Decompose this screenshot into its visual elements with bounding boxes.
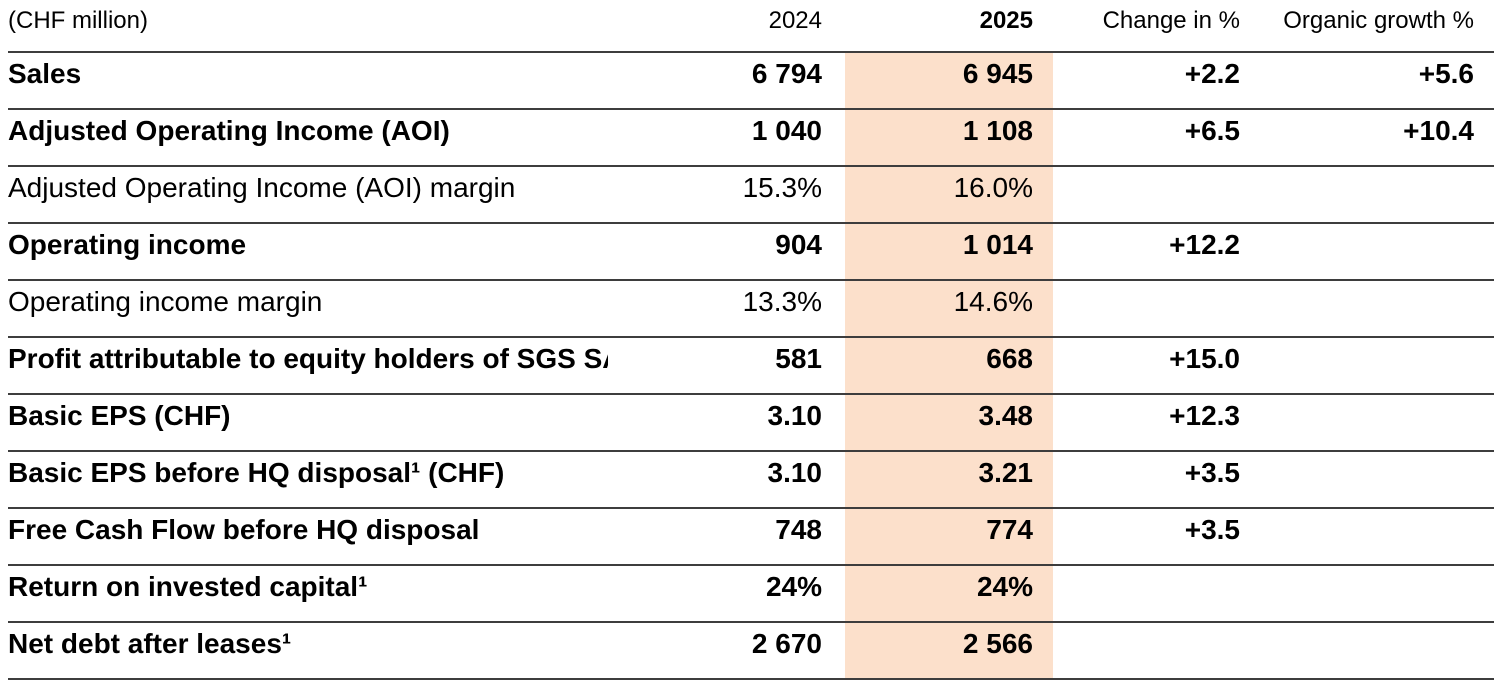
value-organic-pct xyxy=(1262,337,1494,395)
value-organic-pct xyxy=(1262,451,1494,509)
value-2025: 3.48 xyxy=(845,394,1053,452)
value-organic-pct xyxy=(1262,622,1494,680)
value-2025: 1 108 xyxy=(845,109,1053,167)
row-label: Return on invested capital¹ xyxy=(8,565,608,623)
value-2025: 2 566 xyxy=(845,622,1053,680)
value-change-pct xyxy=(1053,622,1262,680)
value-2024: 24% xyxy=(608,565,845,623)
column-header-change: Change in % xyxy=(1053,0,1262,53)
value-2024: 1 040 xyxy=(608,109,845,167)
value-change-pct: +6.5 xyxy=(1053,109,1262,167)
table-row: Profit attributable to equity holders of… xyxy=(8,337,1494,395)
value-2025: 668 xyxy=(845,337,1053,395)
row-label: Basic EPS before HQ disposal¹ (CHF) xyxy=(8,451,608,509)
value-change-pct: +3.5 xyxy=(1053,451,1262,509)
value-organic-pct: +5.6 xyxy=(1262,52,1494,110)
row-label: Profit attributable to equity holders of… xyxy=(8,337,608,395)
value-2024: 2 670 xyxy=(608,622,845,680)
value-2024: 581 xyxy=(608,337,845,395)
value-2025: 3.21 xyxy=(845,451,1053,509)
value-2024: 3.10 xyxy=(608,394,845,452)
row-label: Free Cash Flow before HQ disposal xyxy=(8,508,608,566)
table-row: Operating income 904 1 014 +12.2 xyxy=(8,223,1494,281)
value-organic-pct xyxy=(1262,394,1494,452)
row-label: Operating income margin xyxy=(8,280,608,338)
row-label: Net debt after leases¹ xyxy=(8,622,608,680)
column-header-organic: Organic growth % xyxy=(1262,0,1494,53)
value-organic-pct xyxy=(1262,565,1494,623)
value-change-pct: +15.0 xyxy=(1053,337,1262,395)
row-label: Operating income xyxy=(8,223,608,281)
value-2024: 6 794 xyxy=(608,52,845,110)
table-body: Sales 6 794 6 945 +2.2 +5.6 Adjusted Operatin… xyxy=(8,52,1494,680)
value-change-pct xyxy=(1053,166,1262,224)
value-change-pct: +12.3 xyxy=(1053,394,1262,452)
table-header-row: (CHF million) 2024 2025 Change in % Orga… xyxy=(8,0,1494,53)
row-label: Adjusted Operating Income (AOI) xyxy=(8,109,608,167)
value-change-pct: +3.5 xyxy=(1053,508,1262,566)
table-row: Sales 6 794 6 945 +2.2 +5.6 xyxy=(8,52,1494,110)
financial-highlights-table: (CHF million) 2024 2025 Change in % Orga… xyxy=(8,0,1494,680)
table-row: Operating income margin 13.3% 14.6% xyxy=(8,280,1494,338)
column-header-unit: (CHF million) xyxy=(8,0,608,53)
value-2025: 16.0% xyxy=(845,166,1053,224)
value-organic-pct xyxy=(1262,280,1494,338)
row-label: Adjusted Operating Income (AOI) margin xyxy=(8,166,608,224)
value-2025: 14.6% xyxy=(845,280,1053,338)
table-row: Basic EPS (CHF) 3.10 3.48 +12.3 xyxy=(8,394,1494,452)
table-row: Return on invested capital¹ 24% 24% xyxy=(8,565,1494,623)
value-organic-pct xyxy=(1262,508,1494,566)
value-2024: 904 xyxy=(608,223,845,281)
value-organic-pct xyxy=(1262,166,1494,224)
value-change-pct: +12.2 xyxy=(1053,223,1262,281)
value-organic-pct xyxy=(1262,223,1494,281)
value-2024: 3.10 xyxy=(608,451,845,509)
value-change-pct xyxy=(1053,565,1262,623)
value-2024: 15.3% xyxy=(608,166,845,224)
value-organic-pct: +10.4 xyxy=(1262,109,1494,167)
table-row: Net debt after leases¹ 2 670 2 566 xyxy=(8,622,1494,680)
table-row: Basic EPS before HQ disposal¹ (CHF) 3.10 3… xyxy=(8,451,1494,509)
table-row: Adjusted Operating Income (AOI) margin 15… xyxy=(8,166,1494,224)
table-row: Free Cash Flow before HQ disposal 748 774 +… xyxy=(8,508,1494,566)
value-2025: 774 xyxy=(845,508,1053,566)
value-2024: 748 xyxy=(608,508,845,566)
value-2025: 6 945 xyxy=(845,52,1053,110)
row-label: Basic EPS (CHF) xyxy=(8,394,608,452)
column-header-2025: 2025 xyxy=(845,0,1053,53)
column-header-2024: 2024 xyxy=(608,0,845,53)
value-2024: 13.3% xyxy=(608,280,845,338)
value-change-pct xyxy=(1053,280,1262,338)
row-label: Sales xyxy=(8,52,608,110)
value-2025: 1 014 xyxy=(845,223,1053,281)
value-2025: 24% xyxy=(845,565,1053,623)
value-change-pct: +2.2 xyxy=(1053,52,1262,110)
table-row: Adjusted Operating Income (AOI) 1 040 1 10… xyxy=(8,109,1494,167)
